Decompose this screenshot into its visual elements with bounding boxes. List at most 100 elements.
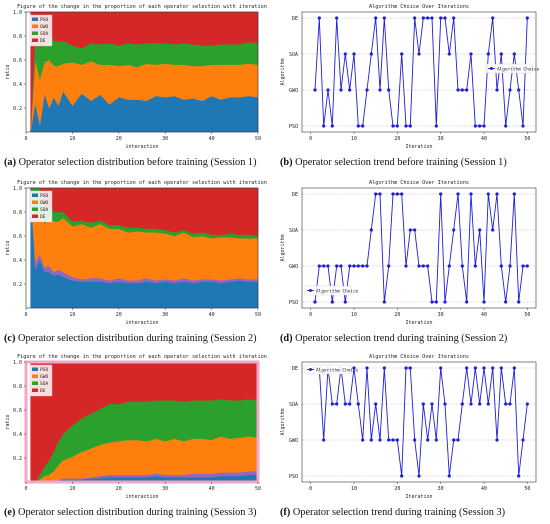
chart-a-xtick-label: 0 <box>24 136 27 142</box>
chart-d-point <box>330 300 334 304</box>
chart-d-xtick-label: 10 <box>351 312 357 318</box>
caption-b-letter: (b) <box>280 157 293 168</box>
chart-c-xtick-label: 20 <box>116 312 122 318</box>
chart-b-point <box>460 88 464 92</box>
chart-e-rim <box>24 360 260 484</box>
chart-b-point <box>421 16 425 20</box>
panel-f: Algorithm Choice Over Iterations PSO GWO SO… <box>276 350 550 524</box>
chart-a-ytick-label: 0.8 <box>13 34 22 40</box>
chart-b-point <box>486 52 490 56</box>
chart-f-point <box>495 438 499 442</box>
chart-a-xtick-label: 10 <box>69 136 75 142</box>
chart-d-legend-label: Algorithm Choice <box>316 288 359 294</box>
chart-f-point <box>421 402 425 406</box>
chart-a-legend-swatch-pso <box>32 17 38 21</box>
chart-c-ytick-label: 0.8 <box>13 210 22 216</box>
chart-c-xtick-label: 50 <box>255 312 261 318</box>
chart-f-point <box>504 402 508 406</box>
chart-d-ytick-label: DE <box>292 192 298 198</box>
chart-b-point <box>352 52 356 56</box>
chart-b-point <box>434 124 438 128</box>
chart-f-point <box>456 438 460 442</box>
chart-f-point <box>512 366 516 370</box>
chart-f-title: Algorithm Choice Over Iterations <box>369 354 469 360</box>
chart-c-ylabel: ratio <box>5 240 11 255</box>
chart-e-xlabel: interaction <box>125 494 158 500</box>
chart-e-ytick-label: 0.4 <box>13 432 22 438</box>
chart-b-point <box>447 52 451 56</box>
chart-f-xtick-label: 30 <box>438 486 444 492</box>
panel-a: Figure of the change in the proportion o… <box>0 0 272 174</box>
chart-f-point <box>404 366 408 370</box>
chart-f-point <box>460 402 464 406</box>
chart-d-legend-marker <box>309 289 312 292</box>
chart-f-point <box>343 402 347 406</box>
chart-a-ylabel: ratio <box>5 64 11 79</box>
chart-b-legend-box <box>485 63 533 74</box>
chart-d-point <box>447 264 451 268</box>
chart-c-ytick-label: 0.2 <box>13 282 22 288</box>
chart-f-ytick-label: SOA <box>289 402 298 408</box>
chart-e-legend-label-de: DE <box>40 388 46 394</box>
chart-c-ytick-label: 0.6 <box>13 234 22 240</box>
chart-b-ytick-label: DE <box>292 16 298 22</box>
chart-b-point <box>339 88 343 92</box>
chart-b-point <box>521 124 525 128</box>
chart-f-point <box>335 402 339 406</box>
chart-b-svg: Algorithm Choice Over Iterations PSO GWO SO… <box>276 0 550 156</box>
chart-b-background <box>276 0 550 156</box>
chart-b-point <box>335 16 339 20</box>
chart-f-ytick-label: PSO <box>289 474 298 480</box>
chart-b-point <box>378 88 382 92</box>
chart-b-point <box>417 52 421 56</box>
chart-f-point <box>395 438 399 442</box>
chart-a-legend-swatch-de <box>32 38 38 42</box>
chart-d-point <box>439 192 443 196</box>
chart-b-xtick-label: 0 <box>309 136 312 142</box>
chart-c-legend-swatch-gwo <box>32 200 38 204</box>
chart-e-svg: Figure of the change in the proportion o… <box>0 350 272 506</box>
chart-f-point <box>486 402 490 406</box>
chart-b-legend-label: Algorithm Choice <box>497 66 540 72</box>
chart-b-ylabel: Algorithm <box>280 58 286 85</box>
chart-a-xtick-label: 30 <box>162 136 168 142</box>
caption-e-text: Operator selection distribution during t… <box>18 507 257 518</box>
chart-b-point <box>330 124 334 128</box>
chart-f-point <box>469 402 473 406</box>
chart-d-point <box>456 192 460 196</box>
chart-d-title: Algorithm Choice Over Iterations <box>369 180 469 186</box>
chart-d-point <box>313 300 317 304</box>
chart-a-legend-label-gwo: GWO <box>40 24 49 30</box>
chart-f-point <box>408 366 412 370</box>
chart-d-point <box>343 300 347 304</box>
chart-b-point <box>439 16 443 20</box>
chart-d-point <box>426 264 430 268</box>
chart-b-point <box>452 16 456 20</box>
chart-a-legend-label-soa: SOA <box>40 31 49 37</box>
chart-b-xtick-label: 30 <box>438 136 444 142</box>
chart-b-point <box>512 52 516 56</box>
chart-e-xtick-label: 10 <box>69 486 75 492</box>
chart-e-ytick-label: 0.6 <box>13 408 22 414</box>
chart-f-ylabel: Algorithm <box>280 408 286 435</box>
chart-b-point <box>356 124 360 128</box>
chart-f-svg: Algorithm Choice Over Iterations PSO GWO SO… <box>276 350 550 506</box>
chart-b-title: Algorithm Choice Over Iterations <box>369 4 469 10</box>
chart-f-background <box>276 350 550 506</box>
chart-b-point <box>317 16 321 20</box>
chart-b-ytick-label: GWO <box>289 88 298 94</box>
chart-f-point <box>374 402 378 406</box>
caption-a: (a) Operator selection distribution befo… <box>4 157 276 168</box>
chart-d-point <box>452 228 456 232</box>
chart-f-point <box>382 366 386 370</box>
chart-a-xtick-label: 20 <box>116 136 122 142</box>
caption-e-letter: (e) <box>4 507 16 518</box>
chart-f-point <box>387 438 391 442</box>
chart-b-legend-marker <box>490 67 493 70</box>
chart-d-point <box>322 264 326 268</box>
chart-f-point <box>478 402 482 406</box>
chart-c-xtick-label: 30 <box>162 312 168 318</box>
chart-f-legend-marker <box>309 368 312 371</box>
chart-e-ytick-label: 0.2 <box>13 456 22 462</box>
chart-b-point <box>387 88 391 92</box>
